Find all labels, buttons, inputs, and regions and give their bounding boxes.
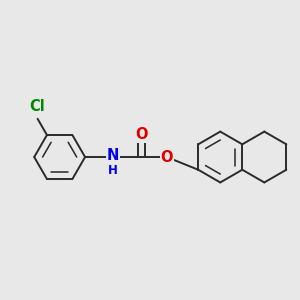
Text: N: N	[107, 148, 119, 163]
Text: O: O	[160, 149, 173, 164]
Text: Cl: Cl	[30, 99, 46, 114]
Text: H: H	[108, 164, 118, 177]
Text: O: O	[135, 128, 148, 142]
